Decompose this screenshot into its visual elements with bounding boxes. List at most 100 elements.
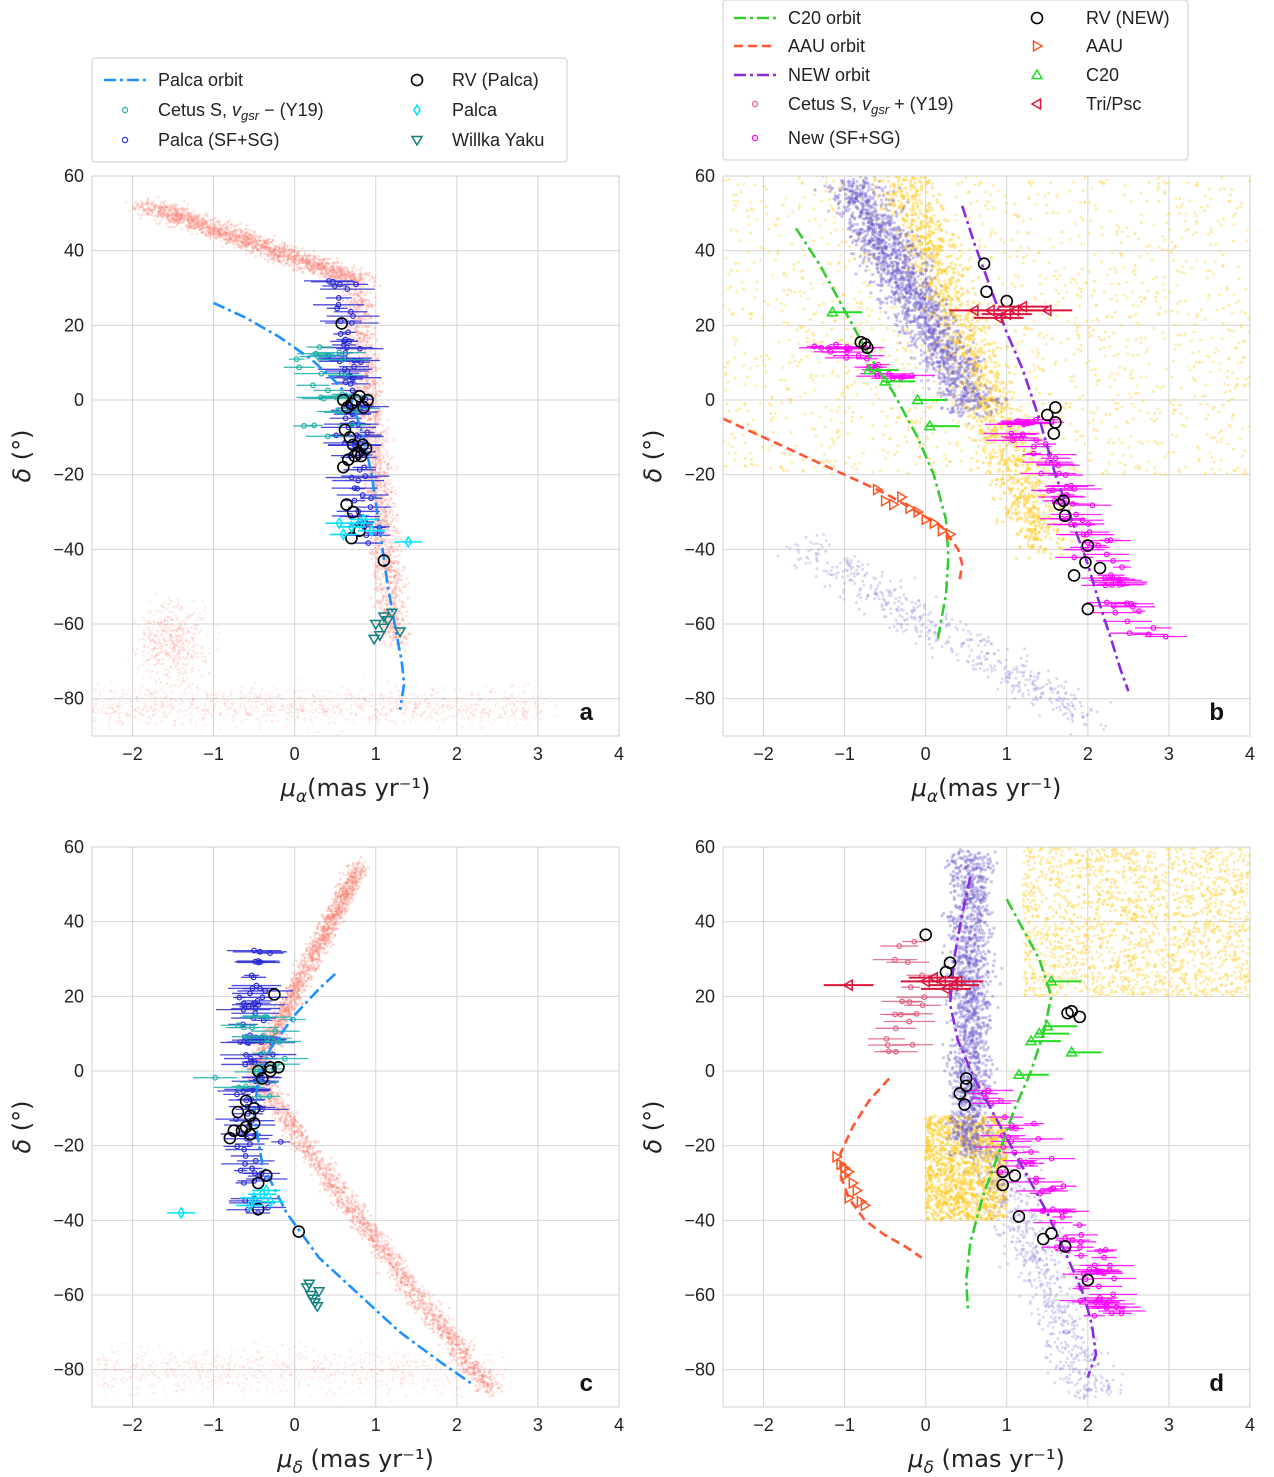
background-star [371,335,375,338]
background-star [187,219,191,223]
background-star [187,214,190,218]
background-star [263,252,266,256]
background-star [400,599,404,603]
background-star [292,268,296,271]
background-star [403,648,407,652]
background-star [462,697,465,700]
background-star [526,723,529,727]
background-star [206,224,209,228]
background-star [245,231,248,235]
background-star [208,234,211,237]
background-star [357,306,360,309]
background-star [472,703,475,707]
background-star [277,259,280,262]
background-star [174,211,178,214]
background-star [150,213,154,217]
background-star [270,692,273,696]
background-star [400,697,404,701]
background-star [172,214,176,218]
background-star [87,708,89,710]
background-star [301,256,304,259]
background-star [111,710,115,714]
background-star [244,231,248,235]
background-star [363,388,367,391]
background-star [186,202,190,206]
background-star [313,257,317,260]
background-star [379,284,383,288]
background-star [300,270,304,274]
background-star [206,694,209,697]
background-star [153,218,157,221]
background-star [211,228,215,232]
background-star [333,721,337,725]
background-star [379,695,382,698]
background-star [400,591,404,595]
background-star [474,709,477,712]
background-star [395,519,399,523]
background-star [307,262,310,266]
background-star [177,216,181,219]
background-star [347,271,351,274]
background-star [331,261,334,264]
background-star [181,700,185,703]
background-star [397,586,401,589]
background-star [186,222,190,226]
background-star [236,223,240,227]
background-star [332,273,335,277]
background-star [312,270,316,273]
background-star [335,261,339,264]
background-star [185,612,189,615]
background-star [212,705,216,708]
background-star [382,626,385,630]
background-star [233,229,236,233]
background-star [376,537,379,540]
background-star [200,225,204,229]
background-star [292,254,296,258]
background-star [320,270,324,274]
background-star [151,709,154,713]
background-star [150,705,153,708]
background-star [259,246,263,249]
background-star [316,264,320,268]
background-star [253,710,256,713]
background-star [155,222,159,225]
background-star [440,699,443,702]
background-star [245,239,248,242]
background-star [87,695,89,697]
background-star [303,266,306,269]
background-star [296,251,300,254]
background-star [363,706,366,709]
background-star [227,235,230,239]
background-star [385,450,389,453]
background-star [189,217,193,221]
background-star [487,712,490,716]
background-star [110,680,114,683]
background-star [172,208,176,212]
background-star [424,717,427,720]
background-star [268,251,271,254]
background-star [460,705,463,708]
background-star [84,720,86,722]
background-star [214,703,217,706]
background-star [511,702,515,705]
background-star [331,715,334,718]
background-star [382,382,385,385]
background-star [259,247,263,250]
background-star [357,279,360,283]
background-star [331,262,335,266]
background-star [258,238,262,242]
background-star [380,441,384,444]
background-star [247,233,251,236]
background-star [246,229,250,232]
background-star [284,262,288,266]
background-star [326,271,330,275]
background-star [193,227,196,230]
background-star [250,236,254,240]
background-star [363,280,367,284]
background-star [484,694,487,697]
background-star [338,708,342,711]
background-star [250,239,254,242]
background-star [273,244,276,248]
background-star [312,254,315,258]
